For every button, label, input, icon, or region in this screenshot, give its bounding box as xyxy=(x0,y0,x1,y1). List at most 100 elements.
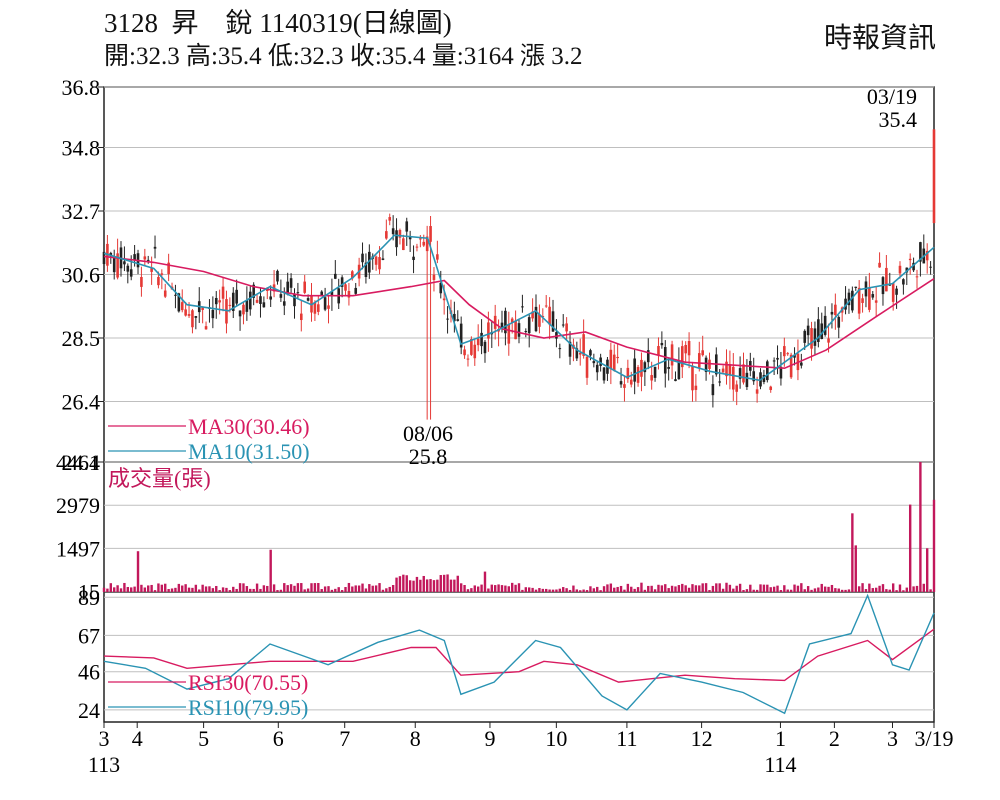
candle-body xyxy=(929,266,932,268)
volume-bar xyxy=(279,589,283,592)
candle-body xyxy=(211,309,215,319)
volume-bar xyxy=(442,574,446,592)
candle-body xyxy=(180,302,184,311)
volume-bar xyxy=(538,588,541,592)
candle-body xyxy=(126,265,130,272)
candle-body xyxy=(854,286,858,288)
volume-bar xyxy=(534,589,538,592)
volume-bar xyxy=(466,589,470,592)
candle-body xyxy=(595,364,599,373)
volume-bar xyxy=(198,589,201,592)
rsi-tick-label: 67 xyxy=(78,623,100,648)
price-tick-label: 28.5 xyxy=(62,326,101,351)
volume-bar xyxy=(633,588,636,592)
volume-bar xyxy=(630,586,633,592)
volume-bar xyxy=(885,589,888,592)
volume-bar xyxy=(857,586,861,592)
volume-bar xyxy=(745,589,749,592)
candle-body xyxy=(623,384,626,388)
volume-bar xyxy=(823,586,827,592)
candle-body xyxy=(429,226,432,242)
candle-body xyxy=(871,294,875,298)
volume-bar xyxy=(344,587,347,592)
candle-body xyxy=(769,386,773,390)
candle-body xyxy=(629,379,633,385)
candle-body xyxy=(898,265,902,274)
volume-bar xyxy=(504,585,507,592)
volume-bar xyxy=(657,584,660,592)
volume-bar xyxy=(412,580,415,592)
candle-body xyxy=(888,284,892,286)
volume-bar xyxy=(531,587,534,592)
candle-body xyxy=(500,322,504,329)
volume-bar xyxy=(636,587,640,592)
candle-body xyxy=(296,292,300,294)
volume-bar xyxy=(211,588,215,592)
candle-body xyxy=(395,230,398,248)
volume-bar xyxy=(602,586,606,592)
volume-bar xyxy=(681,583,684,592)
volume-bar xyxy=(599,590,602,592)
volume-bar xyxy=(334,588,337,592)
volume-bar xyxy=(330,589,334,592)
volume-bar xyxy=(711,585,715,592)
candle-body xyxy=(422,241,426,246)
volume-bar xyxy=(296,583,300,592)
volume-bar xyxy=(521,589,524,592)
volume-bar xyxy=(177,583,181,592)
rsi-tick-label: 24 xyxy=(78,698,100,723)
volume-bar xyxy=(844,589,847,592)
annotation-value: 35.4 xyxy=(879,107,918,132)
candle-body xyxy=(439,282,443,294)
volume-bar xyxy=(157,583,160,592)
x-tick-label: 7 xyxy=(339,726,350,751)
candle-body xyxy=(823,315,827,335)
price-tick-label: 36.8 xyxy=(62,75,101,100)
volume-bar xyxy=(269,549,272,592)
candle-body xyxy=(718,381,721,383)
volume-bar xyxy=(347,582,351,592)
candle-body xyxy=(793,354,796,358)
volume-bar xyxy=(507,586,510,592)
candle-body xyxy=(568,341,572,357)
volume-bar xyxy=(623,589,626,592)
volume-bar xyxy=(813,588,817,592)
candle-body xyxy=(235,289,238,304)
volume-bar xyxy=(487,588,490,592)
volume-bar xyxy=(194,584,198,592)
candle-body xyxy=(214,297,218,305)
volume-bar xyxy=(259,588,262,592)
candle-body xyxy=(820,323,824,340)
volume-bar xyxy=(925,548,929,592)
volume-bar xyxy=(300,583,303,592)
volume-bar xyxy=(320,589,323,592)
volume-bar xyxy=(106,588,109,592)
rsi30-line xyxy=(103,628,935,683)
volume-bar xyxy=(772,586,776,592)
volume-bar xyxy=(419,579,422,592)
volume-bar xyxy=(408,580,412,592)
volume-bar xyxy=(796,585,800,592)
volume-bar xyxy=(912,586,915,592)
volume-bar xyxy=(364,588,368,592)
candle-body xyxy=(146,259,150,261)
candle-body xyxy=(470,339,473,355)
candle-body xyxy=(238,310,242,317)
volume-bar xyxy=(160,584,164,592)
x-tick-label: 1 xyxy=(775,726,786,751)
candle-body xyxy=(327,305,330,309)
volume-bar xyxy=(575,589,579,592)
volume-bar xyxy=(391,585,395,592)
volume-bar xyxy=(289,584,293,592)
candle-body xyxy=(483,341,487,354)
volume-bar xyxy=(766,584,769,592)
volume-bar xyxy=(810,589,813,592)
volume-bar xyxy=(126,586,130,592)
candle-body xyxy=(347,291,351,298)
candle-body xyxy=(738,368,742,379)
candle-body xyxy=(391,228,395,235)
price-tick-label: 24.4 xyxy=(62,450,101,475)
volume-bar xyxy=(619,585,623,592)
volume-bar xyxy=(749,584,752,592)
candle-body xyxy=(861,298,864,303)
